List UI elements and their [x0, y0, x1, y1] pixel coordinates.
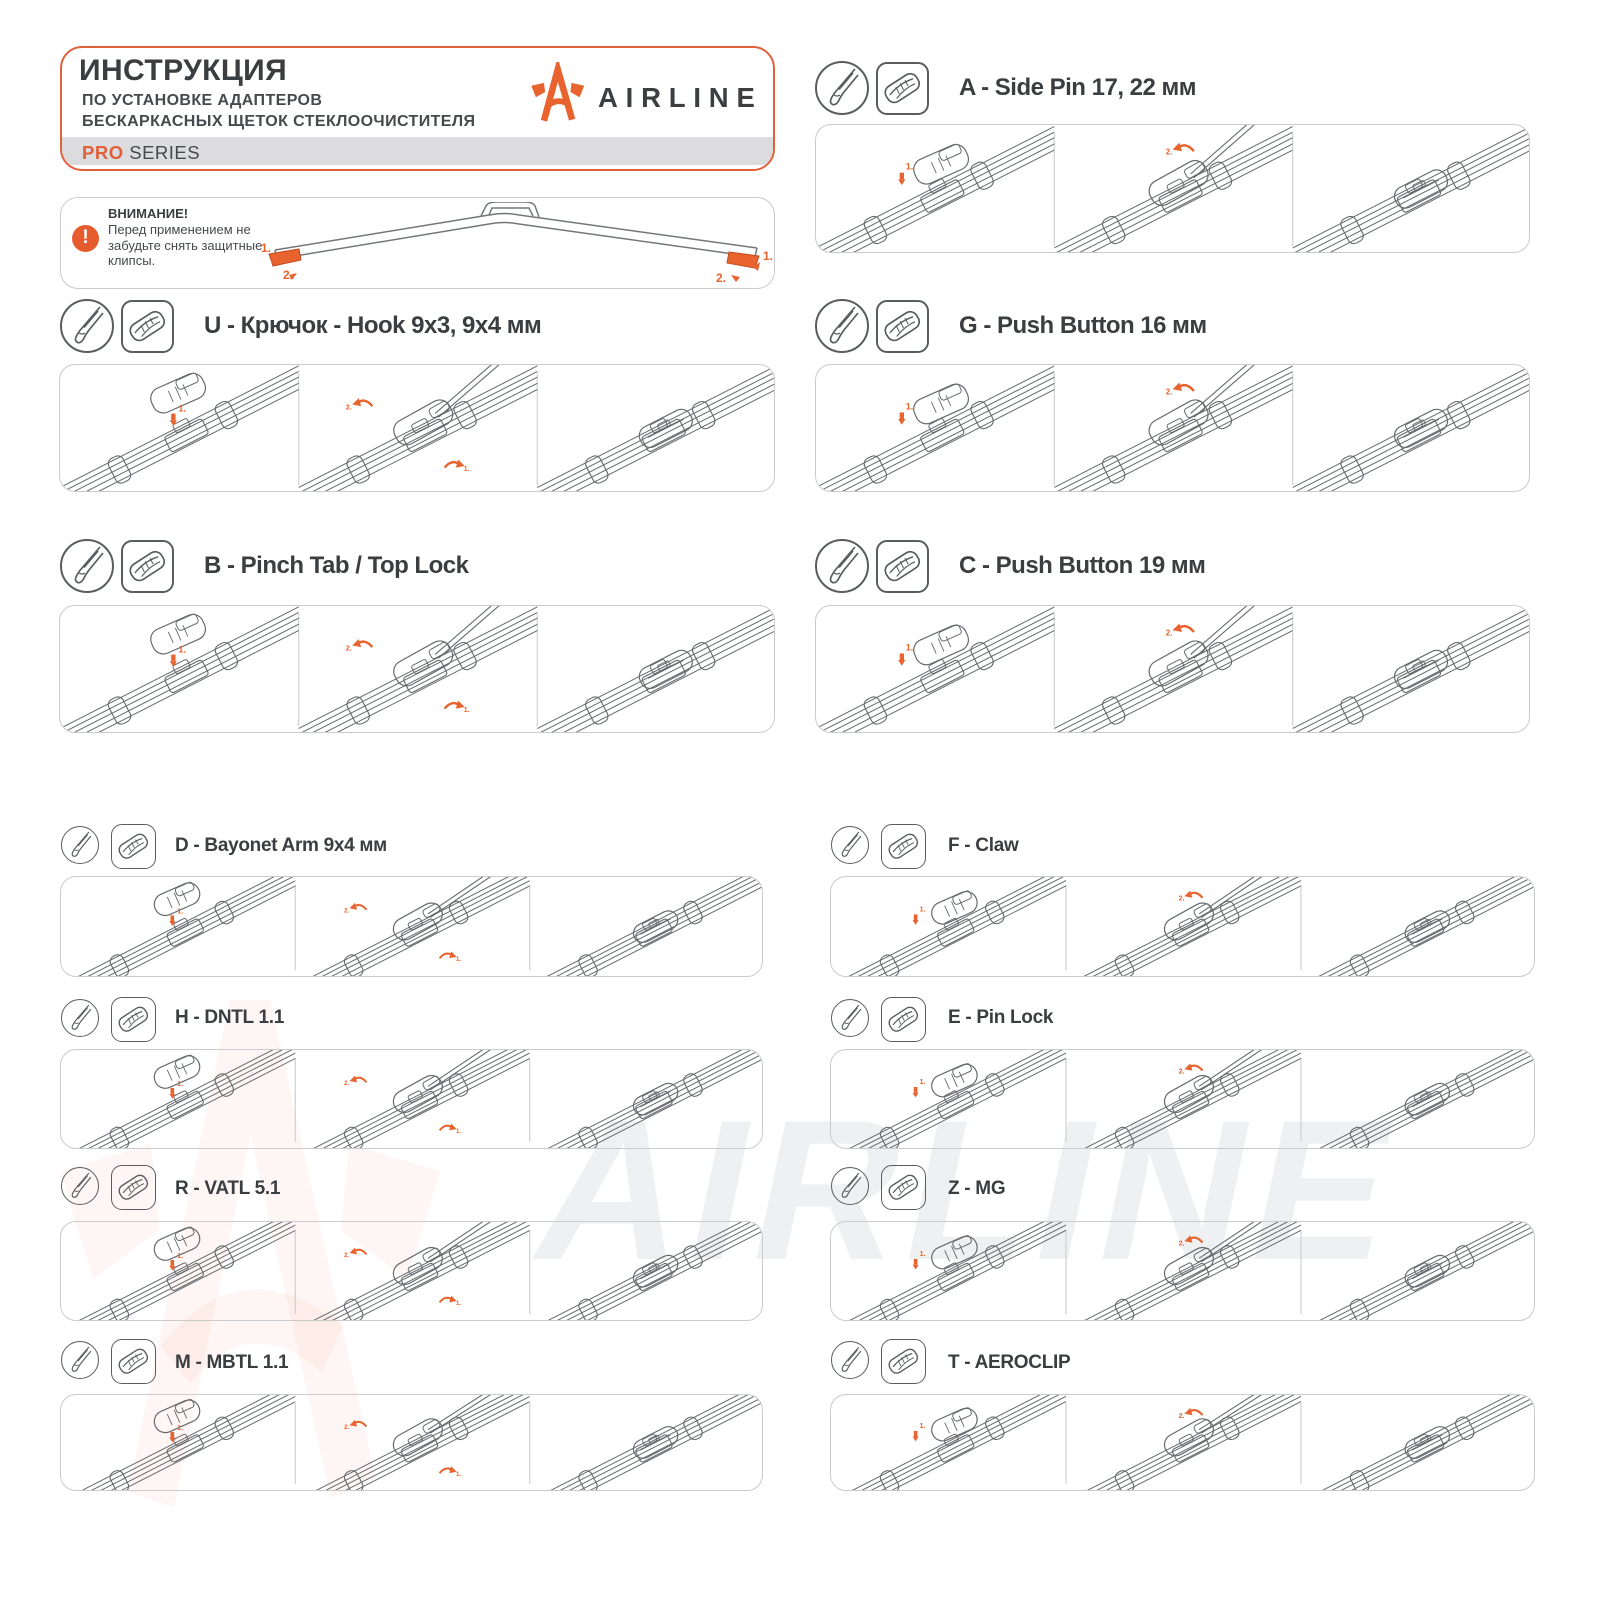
svg-text:1.: 1. — [177, 1425, 183, 1432]
svg-text:1.: 1. — [178, 404, 186, 414]
svg-text:1.: 1. — [456, 1472, 461, 1478]
svg-text:2.: 2. — [346, 645, 352, 652]
svg-text:1.: 1. — [456, 957, 461, 963]
svg-text:2.: 2. — [344, 1081, 349, 1087]
svg-text:2.: 2. — [716, 271, 726, 285]
svg-text:2.: 2. — [1179, 896, 1185, 903]
svg-text:2.: 2. — [1166, 387, 1173, 396]
svg-text:1.: 1. — [177, 1081, 183, 1088]
svg-text:AIRLINE: AIRLINE — [598, 82, 763, 113]
svg-text:1.: 1. — [177, 1253, 183, 1260]
svg-text:1.: 1. — [177, 908, 183, 915]
svg-text:1.: 1. — [920, 1079, 926, 1086]
svg-text:2.: 2. — [346, 404, 352, 411]
svg-text:1.: 1. — [261, 241, 271, 255]
svg-text:2.: 2. — [344, 1425, 349, 1431]
svg-text:1.: 1. — [763, 249, 773, 263]
svg-text:1.: 1. — [178, 645, 186, 655]
svg-text:2.: 2. — [1179, 1069, 1185, 1076]
svg-text:1.: 1. — [456, 1129, 461, 1135]
svg-text:1.: 1. — [920, 1251, 926, 1258]
svg-text:2.: 2. — [283, 268, 293, 282]
svg-text:1.: 1. — [920, 1423, 926, 1430]
svg-text:1.: 1. — [464, 466, 470, 473]
svg-text:2.: 2. — [344, 908, 349, 914]
svg-text:1.: 1. — [456, 1301, 461, 1307]
svg-text:1.: 1. — [464, 707, 470, 714]
svg-text:2.: 2. — [1166, 148, 1173, 157]
svg-text:2.: 2. — [1166, 628, 1173, 637]
svg-text:1.: 1. — [920, 906, 926, 913]
svg-text:2.: 2. — [1179, 1413, 1185, 1420]
svg-text:2.: 2. — [1179, 1241, 1185, 1248]
svg-text:1.: 1. — [906, 162, 914, 172]
svg-text:1.: 1. — [906, 642, 914, 652]
svg-text:1.: 1. — [906, 401, 914, 411]
svg-text:2.: 2. — [344, 1253, 349, 1259]
